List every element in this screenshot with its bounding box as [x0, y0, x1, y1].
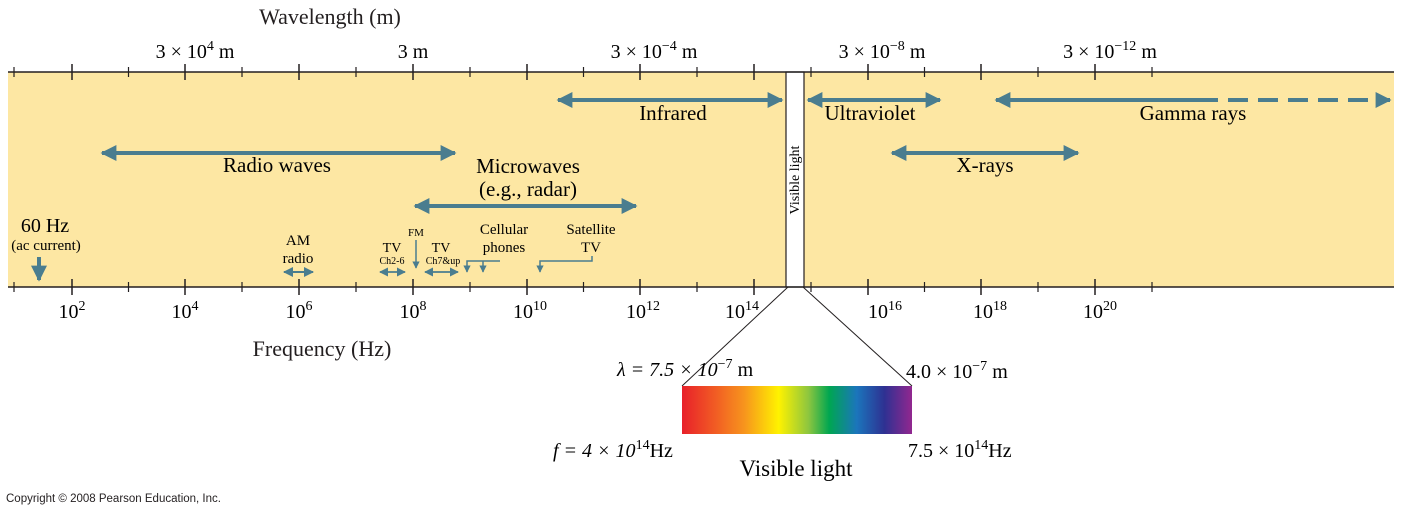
frequency-label-3: 106 [286, 299, 313, 323]
frequency-axis-title: Frequency (Hz) [253, 336, 392, 361]
frequency-label-9: 1018 [973, 299, 1007, 323]
wavelength-red-end-label: λ = 7.5 × 10−7 m [616, 357, 754, 381]
visible-light-vertical-label: Visible light [788, 146, 803, 215]
visible-spectrum-bar [682, 386, 912, 434]
wavelength-label-1: 3 × 104 m [156, 39, 235, 63]
frequency-label-10: 1020 [1083, 299, 1117, 323]
frequency-label-5: 1010 [513, 299, 547, 323]
xrays-label: X-rays [956, 153, 1013, 177]
satellite-pointer [536, 256, 593, 273]
gamma-rays-label: Gamma rays [1140, 101, 1247, 125]
frequency-label-2: 104 [172, 299, 199, 323]
tv2-label: TV [432, 241, 451, 256]
am-radio-label: radio [283, 251, 314, 267]
frequency-label-4: 108 [400, 299, 427, 323]
wavelength-axis-title: Wavelength (m) [259, 4, 401, 29]
microwaves-example-label: (e.g., radar) [479, 177, 577, 201]
hz60-label: 60 Hz [21, 215, 69, 237]
wavelength-label-3: 3 × 10−4 m [611, 39, 698, 63]
radio-waves-label: Radio waves [223, 153, 331, 177]
copyright-notice: Copyright © 2008 Pearson Education, Inc. [6, 493, 221, 505]
wavelength-violet-end-label: 4.0 × 10−7 m [906, 359, 1008, 383]
visible-zoom-line-left [681, 286, 789, 387]
wavelength-label-5: 3 × 10−12 m [1063, 39, 1157, 63]
ultraviolet-label: Ultraviolet [825, 101, 916, 125]
satellite-label: Satellite [566, 222, 615, 238]
tv1-label: TV [383, 241, 402, 256]
frequency-label-6: 1012 [626, 299, 660, 323]
wavelength-label-2: 3 m [398, 41, 429, 63]
ac-current-label: (ac current) [11, 238, 81, 254]
frequency-label-8: 1016 [868, 299, 902, 323]
frequency-label-1: 102 [59, 299, 86, 323]
satellite-tv-label: TV [581, 240, 601, 256]
cellular-phones-label: phones [483, 240, 526, 256]
visible-light-title: Visible light [740, 456, 854, 481]
wavelength-label-4: 3 × 10−8 m [839, 39, 926, 63]
frequency-red-end-label: f = 4 × 1014Hz [553, 438, 673, 462]
infrared-label: Infrared [639, 101, 707, 125]
cellular-pointer [463, 260, 500, 273]
visible-zoom-line-right [802, 286, 913, 387]
tv2-channel-label: Ch7&up [426, 256, 460, 267]
cellular-label: Cellular [480, 222, 528, 238]
fm-label: FM [408, 227, 424, 239]
am-label: AM [286, 233, 310, 249]
tv1-channel-label: Ch2-6 [380, 256, 405, 267]
wavelength-ticks [13, 64, 1153, 80]
frequency-label-7: 1014 [725, 299, 759, 323]
frequency-ticks [13, 279, 1153, 295]
frequency-violet-end-label: 7.5 × 1014Hz [908, 438, 1012, 462]
microwaves-label: Microwaves [476, 154, 580, 178]
